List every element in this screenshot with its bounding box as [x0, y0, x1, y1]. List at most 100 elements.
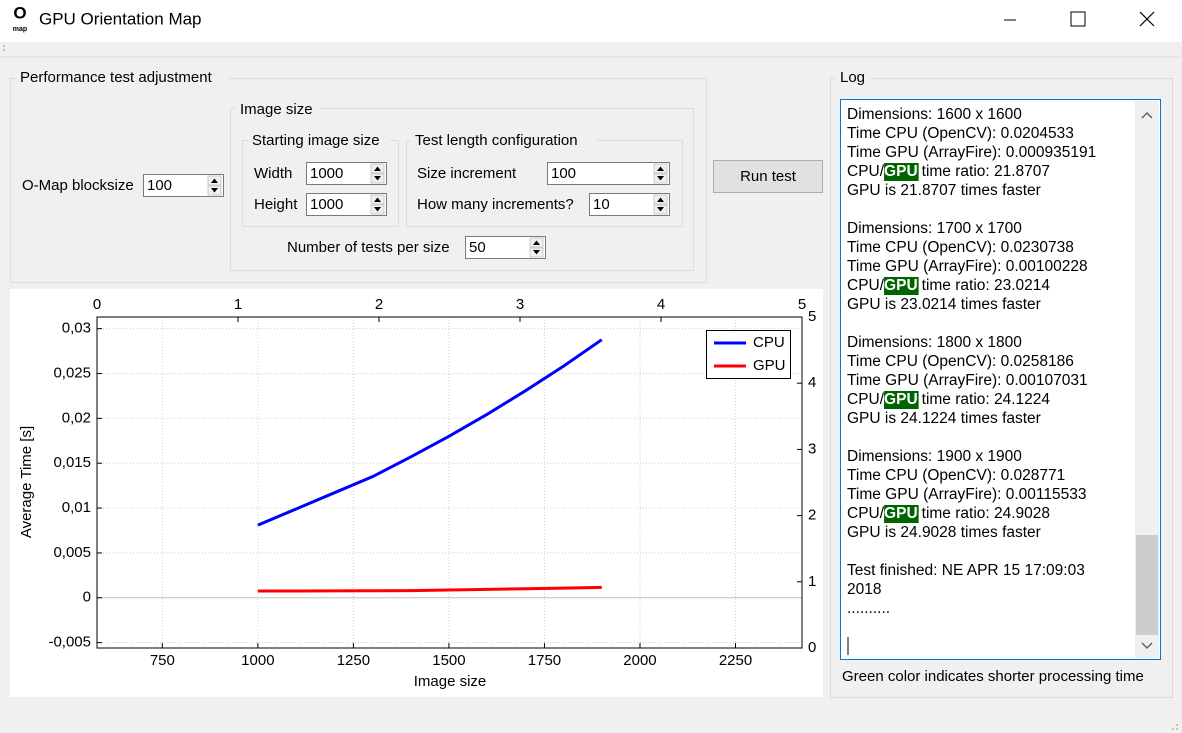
x-tick-label: 1750 [528, 652, 561, 669]
y-tick-label: 0 [83, 589, 91, 606]
log-line: GPU is 24.1224 times faster [847, 410, 1041, 427]
x2-tick-label: 0 [93, 296, 101, 313]
scrollbar-thumb[interactable] [1136, 535, 1158, 635]
group-title: Test length configuration [415, 132, 578, 149]
group-title: Image size [240, 101, 313, 118]
grip-dot [3, 49, 5, 51]
log-line: Time GPU (ArrayFire): 0.000935191 [847, 144, 1096, 161]
run-test-label[interactable]: Run test [740, 168, 797, 185]
log-ratio-line: CPU/GPU time ratio: 23.0214 [847, 277, 1050, 294]
scroll-down[interactable] [1141, 642, 1153, 650]
ratio-rest: time ratio: 23.0214 [922, 277, 1051, 294]
spin-box[interactable] [143, 174, 224, 197]
highlight [884, 391, 919, 409]
field-label: Height [254, 196, 298, 213]
log-line: Time CPU (OpenCV): 0.028771 [847, 467, 1065, 484]
spin-arrow [533, 240, 540, 245]
maximize-button[interactable] [1070, 11, 1086, 27]
spin-value: 100 [551, 165, 576, 182]
label-bg [836, 70, 870, 86]
log-ratio-line: CPU/GPU time ratio: 21.8707 [847, 163, 1050, 180]
highlight [884, 277, 919, 295]
legend-box [706, 330, 791, 379]
ratio-prefix: CPU/ [847, 505, 885, 522]
spin-value: 1000 [310, 196, 343, 213]
x-tick-label: 1500 [432, 652, 465, 669]
chart-area [10, 289, 823, 697]
y-tick-label: 0,005 [53, 544, 91, 561]
spin-value: 50 [469, 239, 486, 256]
toolbar-strip [0, 42, 1182, 57]
highlight [884, 505, 919, 523]
ratio-highlight: GPU [884, 277, 918, 294]
close-button[interactable] [1139, 11, 1155, 27]
x-tick-label: 2000 [623, 652, 656, 669]
log-ratio-line: CPU/GPU time ratio: 24.1224 [847, 391, 1050, 408]
y2-tick-label: 0 [808, 639, 816, 656]
spin-box[interactable] [589, 193, 670, 216]
log-line: Dimensions: 1600 x 1600 [847, 106, 1022, 123]
x2-tick-label: 4 [657, 296, 665, 313]
ratio-prefix: CPU/ [847, 391, 885, 408]
grip-dot [3, 45, 5, 47]
ratio-prefix: CPU/ [847, 163, 885, 180]
settings-group [10, 78, 707, 283]
x-axis-label: Image size [414, 673, 487, 690]
spin-arrow [374, 197, 381, 202]
log-group [830, 78, 1173, 698]
legend-label: GPU [753, 357, 786, 374]
spin-value: 100 [147, 177, 172, 194]
x-tick-label: 1250 [337, 652, 370, 669]
log-line: Time CPU (OpenCV): 0.0258186 [847, 353, 1074, 370]
window-title: GPU Orientation Map [39, 9, 202, 28]
field-label: Size increment [417, 165, 517, 182]
spin-arrow [657, 176, 664, 181]
x-tick-label: 750 [150, 652, 175, 669]
y-tick-label: 0,01 [62, 499, 91, 516]
log-line: Time CPU (OpenCV): 0.0204533 [847, 125, 1074, 142]
spin-arrow [533, 250, 540, 255]
y2-tick-label: 1 [808, 573, 816, 590]
spin-value: 1000 [310, 165, 343, 182]
app-icon-label: map [13, 26, 27, 33]
spin-arrow [211, 188, 218, 193]
log-line: GPU is 24.9028 times faster [847, 524, 1041, 541]
y-axis-label: Average Time [s] [18, 426, 35, 538]
log-line: 2018 [847, 581, 881, 598]
highlight [884, 163, 919, 181]
log-line: Dimensions: 1700 x 1700 [847, 220, 1022, 237]
plot-frame [96, 316, 803, 649]
log-line: Time GPU (ArrayFire): 0.00100228 [847, 258, 1088, 275]
x2-tick-label: 5 [798, 296, 806, 313]
log-ratio-line: CPU/GPU time ratio: 24.9028 [847, 505, 1050, 522]
spin-arrow [657, 207, 664, 212]
log-line: .......... [847, 600, 890, 617]
spin-box[interactable] [465, 236, 546, 259]
legend-label: CPU [753, 334, 785, 351]
y-tick-label: 0,025 [53, 364, 91, 381]
x-tick-label: 2250 [719, 652, 752, 669]
run-test-button[interactable] [713, 160, 823, 193]
app-icon: O [13, 3, 26, 22]
log-text-area[interactable] [840, 99, 1161, 660]
label-bg [248, 132, 390, 148]
spin-box[interactable] [547, 162, 670, 185]
ratio-highlight: GPU [884, 391, 918, 408]
spin-value: 10 [593, 196, 610, 213]
y-tick-label: 0,03 [62, 320, 91, 337]
scroll-up[interactable] [1141, 111, 1153, 119]
log-line: Test finished: NE APR 15 17:09:03 [847, 562, 1085, 579]
ratio-rest: time ratio: 24.1224 [922, 391, 1051, 408]
group-title: Starting image size [252, 132, 380, 149]
ratio-prefix: CPU/ [847, 277, 885, 294]
spin-arrow [374, 166, 381, 171]
field-label: Number of tests per size [287, 239, 450, 256]
y-tick-label: 0,02 [62, 409, 91, 426]
log-line: GPU is 23.0214 times faster [847, 296, 1041, 313]
field-label: Width [254, 165, 292, 182]
spin-box[interactable] [306, 162, 387, 185]
spin-box[interactable] [306, 193, 387, 216]
y2-tick-label: 5 [808, 308, 816, 325]
field-label: How many increments? [417, 196, 574, 213]
